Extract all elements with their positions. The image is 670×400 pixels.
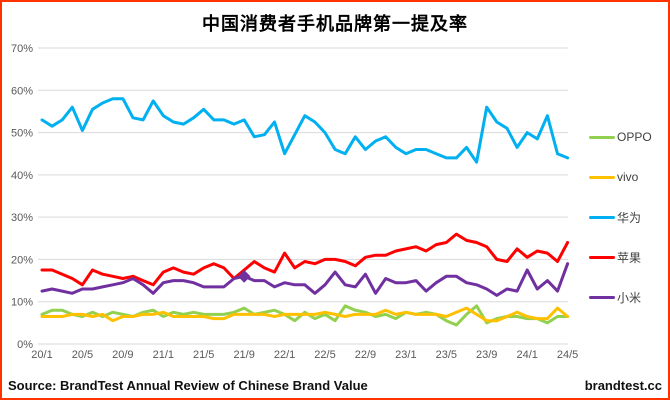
chart-legend: OPPO vivo 华为 苹果 小米: [589, 127, 652, 327]
x-tick-label-20/5: 20/5: [72, 349, 93, 361]
x-tick-label-20/9: 20/9: [112, 349, 133, 361]
series-line-苹果: [40, 232, 570, 287]
y-tick-label-0%: 0%: [17, 339, 33, 351]
x-tick-label-20/1: 20/1: [31, 349, 52, 361]
series-line-小米: [40, 262, 570, 297]
x-tick-label-22/9: 22/9: [355, 349, 376, 361]
y-tick-label-70%: 70%: [11, 43, 33, 55]
x-tick-label-22/5: 22/5: [314, 349, 335, 361]
legend-swatch-xiaomi: [589, 295, 615, 299]
x-tick-label-21/9: 21/9: [233, 349, 254, 361]
legend-label-huawei: 华为: [617, 210, 642, 225]
legend-label-vivo: vivo: [617, 170, 639, 184]
legend-label-apple: 苹果: [617, 250, 642, 265]
x-tick-label-24/1: 24/1: [516, 349, 537, 361]
legend-item-apple: 苹果: [589, 247, 652, 267]
legend-label-xiaomi: 小米: [617, 290, 642, 305]
y-tick-label-30%: 30%: [11, 212, 33, 224]
diamond-marker-小米: [237, 269, 251, 283]
source-note: Source: BrandTest Annual Review of Chine…: [8, 378, 368, 393]
legend-item-oppo: OPPO: [589, 127, 652, 147]
x-tick-label-23/9: 23/9: [476, 349, 497, 361]
legend-swatch-huawei: [589, 215, 615, 219]
x-tick-label-21/1: 21/1: [153, 349, 174, 361]
series-line-vivo: [40, 306, 570, 323]
x-tick-label-23/5: 23/5: [436, 349, 457, 361]
x-tick-label-22/1: 22/1: [274, 349, 295, 361]
legend-item-huawei: 华为: [589, 207, 652, 227]
x-tick-label-21/5: 21/5: [193, 349, 214, 361]
x-tick-label-24/5: 24/5: [557, 349, 578, 361]
legend-swatch-oppo: [589, 135, 615, 139]
footer: Source: BrandTest Annual Review of Chine…: [0, 378, 670, 393]
legend-swatch-vivo: [589, 175, 615, 179]
legend-item-xiaomi: 小米: [589, 287, 652, 307]
y-tick-label-40%: 40%: [11, 170, 33, 182]
legend-item-vivo: vivo: [589, 167, 652, 187]
y-tick-label-20%: 20%: [11, 254, 33, 266]
legend-label-oppo: OPPO: [617, 130, 652, 144]
y-tick-label-50%: 50%: [11, 128, 33, 140]
y-tick-label-60%: 60%: [11, 85, 33, 97]
legend-swatch-apple: [589, 255, 615, 259]
chart-title: 中国消费者手机品牌第一提及率: [202, 14, 468, 34]
site-credit: brandtest.cc: [584, 378, 662, 393]
x-tick-label-23/1: 23/1: [395, 349, 416, 361]
y-tick-label-10%: 10%: [11, 297, 33, 309]
series-line-华为: [40, 97, 570, 164]
